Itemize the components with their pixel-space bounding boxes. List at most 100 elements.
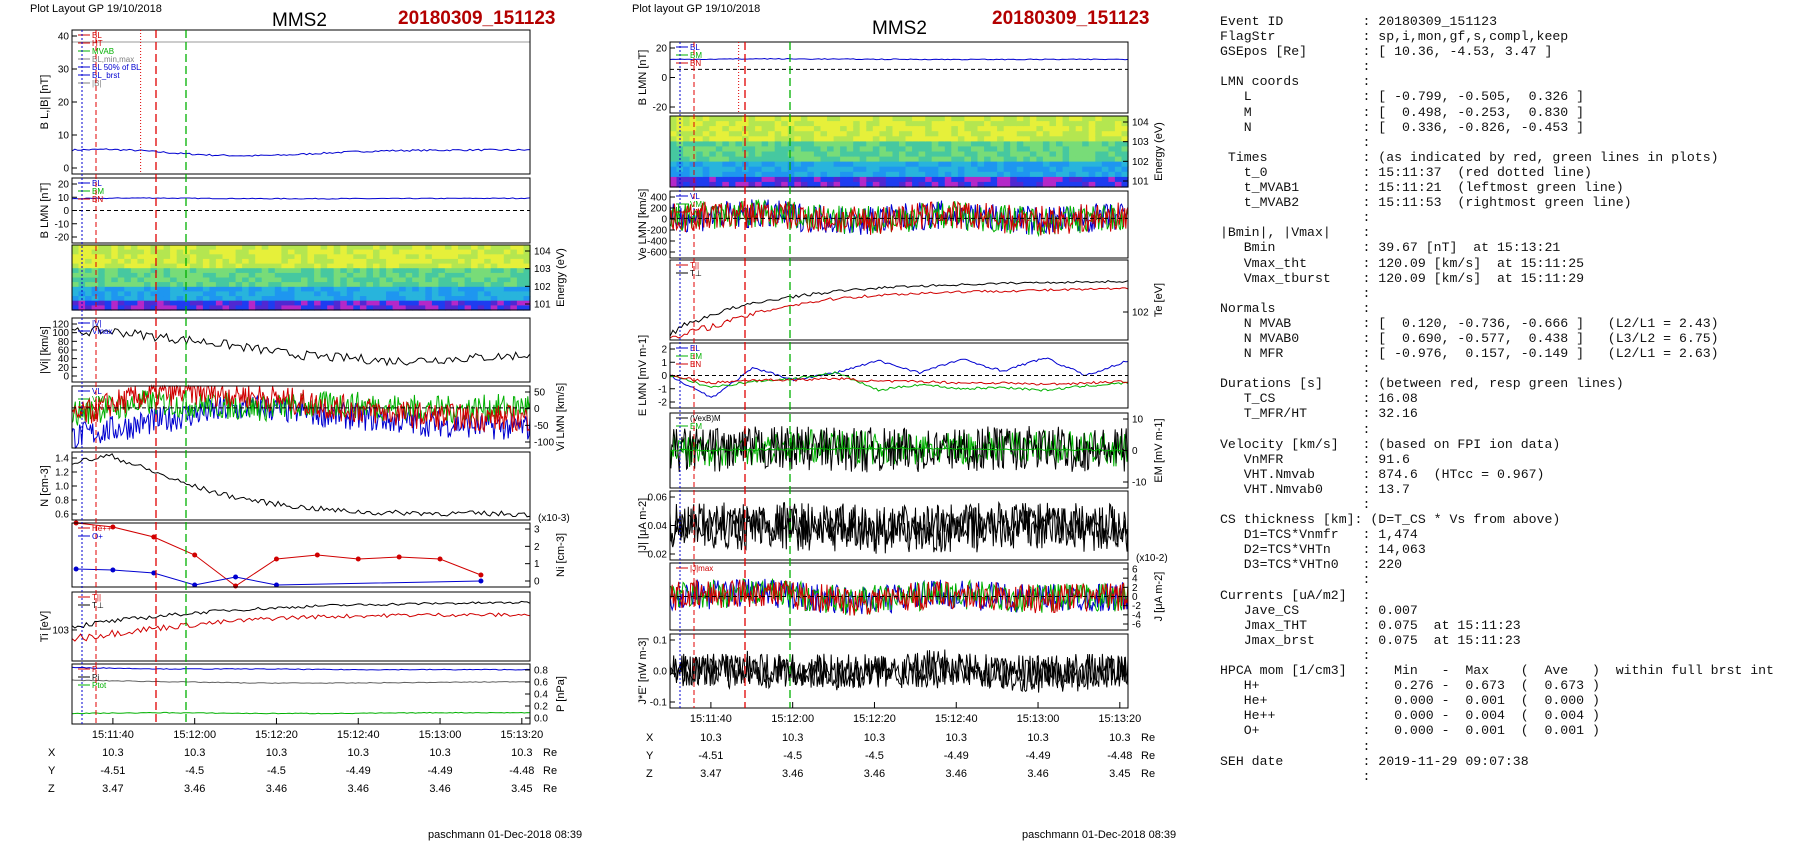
spectrogram-cell <box>820 181 828 188</box>
spectrogram-cell <box>794 161 802 168</box>
spectrogram-cell <box>229 277 237 283</box>
spectrogram-cell <box>346 286 354 292</box>
spectrogram-cell <box>912 126 920 132</box>
spectrogram-cell <box>248 258 256 265</box>
spectrogram-cell <box>464 263 472 269</box>
spectrogram-cell <box>702 161 710 168</box>
spectrogram-cell <box>1049 156 1057 163</box>
spectrogram-cell <box>905 156 913 163</box>
spectrogram-cell <box>670 166 678 173</box>
spectrogram-cell <box>827 171 835 178</box>
spectrogram-cell <box>150 254 158 260</box>
spectrogram-cell <box>130 291 138 297</box>
left-tick-label: 100 <box>52 328 69 339</box>
coord-value: 3.47 <box>700 768 721 780</box>
info-line: M : [ 0.498, -0.253, 0.830 ] <box>1220 104 1585 120</box>
spectrogram-cell <box>1101 136 1109 142</box>
spectrogram-cell <box>977 126 985 132</box>
spectrogram-cell <box>392 254 400 260</box>
spectrogram-cell <box>301 286 309 292</box>
spectrogram-cell <box>1114 136 1122 142</box>
spectrogram-cell <box>984 121 992 127</box>
spectrogram-cell <box>683 151 691 158</box>
spectrogram-cell <box>761 146 769 153</box>
spectrogram-cell <box>294 272 302 279</box>
spectrogram-cell <box>1088 176 1096 183</box>
left-tick-label: 20 <box>58 180 70 191</box>
spectrogram-cell <box>1075 171 1083 178</box>
spectrogram-cell <box>189 254 197 260</box>
spectrogram-cell <box>91 300 99 306</box>
spectrogram-cell <box>787 121 795 127</box>
spectrogram-cell <box>346 296 354 302</box>
spectrogram-cell <box>274 300 282 306</box>
spectrogram-cell <box>176 277 184 283</box>
spectrogram-cell <box>866 121 874 127</box>
spectrogram-cell <box>314 286 322 292</box>
spectrogram-cell <box>1082 181 1090 188</box>
spectrogram-cell <box>72 296 80 302</box>
spectrogram-cell <box>202 277 210 283</box>
spectrogram-cell <box>787 126 795 132</box>
spectrogram-cell <box>386 300 394 306</box>
spectrogram-cell <box>1082 141 1090 148</box>
spectrogram-cell <box>333 254 341 260</box>
spectrogram-cell <box>327 300 335 306</box>
left-tick-label: 0 <box>661 215 667 226</box>
spectrogram-cell <box>301 272 309 279</box>
data-point <box>478 572 484 578</box>
spectrogram-cell <box>412 272 420 279</box>
spectrogram-cell <box>359 249 367 255</box>
spectrogram-cell <box>722 151 730 158</box>
spectrogram-cell <box>85 291 93 297</box>
spectrogram-cell <box>715 116 723 122</box>
spectrogram-cell <box>91 263 99 269</box>
spectrogram-cell <box>833 171 841 178</box>
spectrogram-cell <box>418 277 426 283</box>
spectrogram-cell <box>150 305 158 311</box>
spectrogram-cell <box>1095 176 1103 183</box>
spectrogram-cell <box>820 146 828 153</box>
spectrogram-cell <box>918 181 926 188</box>
spectrogram-cell <box>820 126 828 132</box>
left-tick-label: 40 <box>58 32 70 43</box>
spectrogram-cell <box>1010 136 1018 142</box>
spectrogram-cell <box>774 116 782 122</box>
spectrogram-cell <box>490 245 498 251</box>
spectrogram-cell <box>990 156 998 163</box>
spectrogram-cell <box>728 181 736 188</box>
spectrogram-cell <box>307 296 315 302</box>
spectrogram-cell <box>807 156 815 163</box>
spectrogram-cell <box>800 131 808 137</box>
spectrogram-cell <box>346 258 354 265</box>
spectrogram-cell <box>373 268 381 274</box>
spectrogram-cell <box>451 249 459 255</box>
info-line: Bmin : 39.67 [nT] at 15:13:21 <box>1220 240 1561 256</box>
spectrogram-cell <box>261 245 269 251</box>
spectrogram-cell <box>866 156 874 163</box>
spectrogram-cell <box>853 146 861 153</box>
spectrogram-cell <box>997 161 1005 168</box>
spectrogram-cell <box>774 146 782 153</box>
spectrogram-cell <box>451 268 459 274</box>
spectrogram-cell <box>255 263 263 269</box>
spectrogram-cell <box>281 296 289 302</box>
spectrogram-cell <box>242 258 250 265</box>
spectrogram-cell <box>137 305 145 311</box>
spectrogram-cell <box>977 121 985 127</box>
spectrogram-cell <box>98 282 106 288</box>
spectrogram-cell <box>1108 116 1116 122</box>
left-tick-label: 0.04 <box>648 521 668 532</box>
right-tick-label: 0.8 <box>534 666 548 677</box>
spectrogram-cell <box>859 121 867 127</box>
spectrogram-cell <box>964 121 972 127</box>
spectrogram-cell <box>853 161 861 168</box>
coord-value: -4.49 <box>944 750 969 762</box>
spectrogram-cell <box>931 131 939 137</box>
spectrogram-cell <box>1036 171 1044 178</box>
spectrogram-cell <box>1075 121 1083 127</box>
legend-label: O+ <box>92 532 103 541</box>
spectrogram-cell <box>676 161 684 168</box>
spectrogram-cell <box>925 156 933 163</box>
spectrogram-cell <box>261 296 269 302</box>
